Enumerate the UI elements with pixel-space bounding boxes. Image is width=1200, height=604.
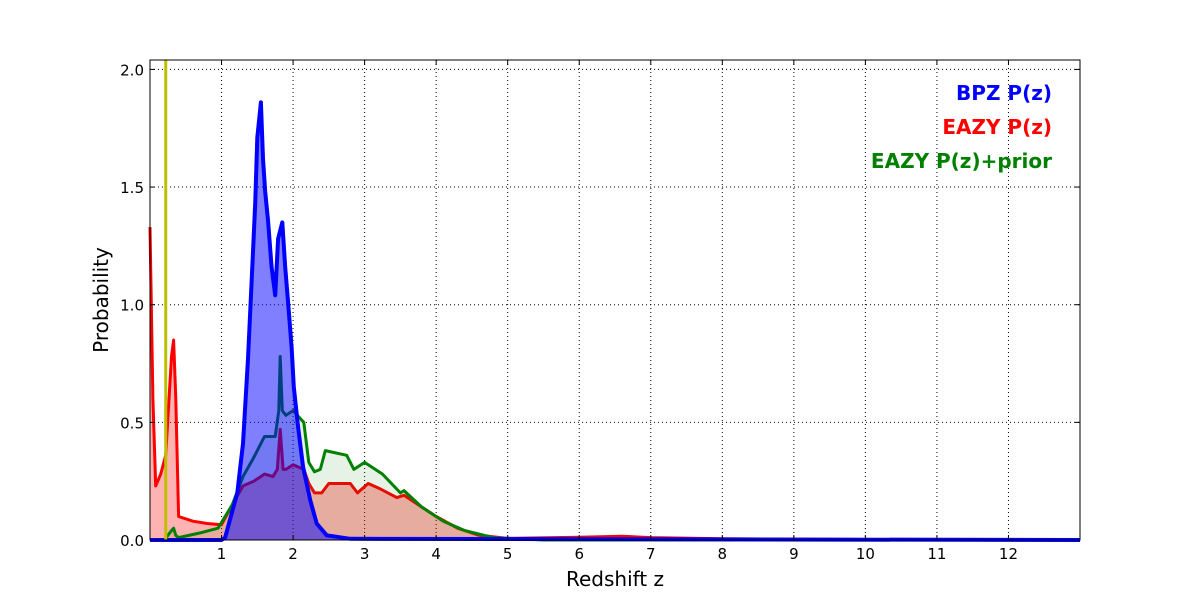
x-tick-label: 6: [574, 545, 584, 563]
x-tick-label: 4: [431, 545, 441, 563]
x-tick-label: 7: [646, 545, 656, 563]
legend-entry: BPZ P(z): [956, 81, 1052, 105]
y-tick-label: 1.5: [120, 179, 144, 197]
series-layer: [148, 60, 1081, 542]
x-tick-label: 12: [999, 545, 1018, 563]
x-tick-label: 5: [503, 545, 513, 563]
x-tick-label: 2: [288, 545, 298, 563]
x-tick-label: 3: [360, 545, 370, 563]
area-bpz-p-z: [150, 102, 1080, 541]
area-eazy-p-z-prior: [150, 356, 1080, 540]
plot-frame: [149, 59, 1081, 541]
x-tick-label: 11: [927, 545, 946, 563]
y-tick-label: 1.0: [120, 297, 144, 315]
legend-entry: EAZY P(z): [942, 115, 1052, 139]
x-tick-label: 10: [856, 545, 875, 563]
ticks: 1 2 3 4 5 6 7 8 9 10 11 120.00.51.01.52.0: [120, 60, 1080, 563]
x-tick-label: 8: [718, 545, 728, 563]
legend: BPZ P(z) EAZY P(z) EAZY P(z)+prior: [871, 81, 1052, 173]
y-tick-label: 2.0: [120, 61, 144, 79]
legend-entry: EAZY P(z)+prior: [871, 149, 1052, 173]
y-axis-label: Probability: [89, 247, 113, 353]
x-tick-label: 1: [217, 545, 227, 563]
x-axis-label: Redshift z: [566, 567, 664, 591]
x-tick-label: 9: [789, 545, 799, 563]
y-tick-label: 0.0: [120, 532, 144, 550]
y-tick-label: 0.5: [120, 414, 144, 432]
line-bpz-p-z: [150, 100, 1081, 542]
